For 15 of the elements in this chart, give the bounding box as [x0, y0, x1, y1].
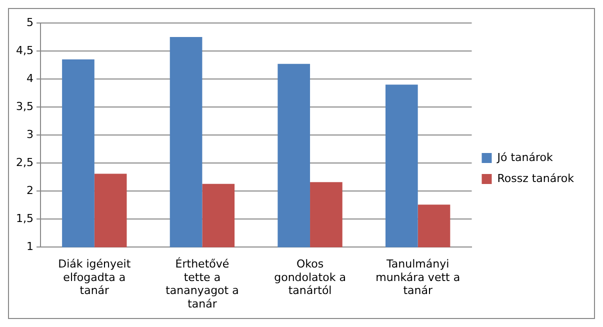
y-tick-label: 2 [26, 184, 34, 198]
x-tick-label: Érthetővé tette a tananyagot a tanár [166, 256, 239, 310]
y-tick-label: 3 [26, 128, 34, 141]
legend-label: Jó tanárok [496, 150, 554, 164]
x-tick-label: Okos gondolatok a tanártól [274, 258, 346, 298]
y-tick-label: 1 [26, 240, 34, 254]
y-tick-label: 2,5 [16, 156, 34, 169]
x-tick-label: Diák igényeit elfogadta a tanár [58, 258, 132, 298]
y-tick-label: 4,5 [16, 44, 34, 57]
y-tick-label: 1,5 [16, 212, 34, 226]
x-tick-label: Tanulmányi munkára vett a tanár [376, 258, 460, 298]
legend-label: Rossz tanárok [497, 172, 575, 185]
y-tick-label: 4 [26, 72, 34, 85]
y-tick-label: 5 [26, 16, 34, 29]
y-tick-label: 3,5 [16, 100, 34, 113]
